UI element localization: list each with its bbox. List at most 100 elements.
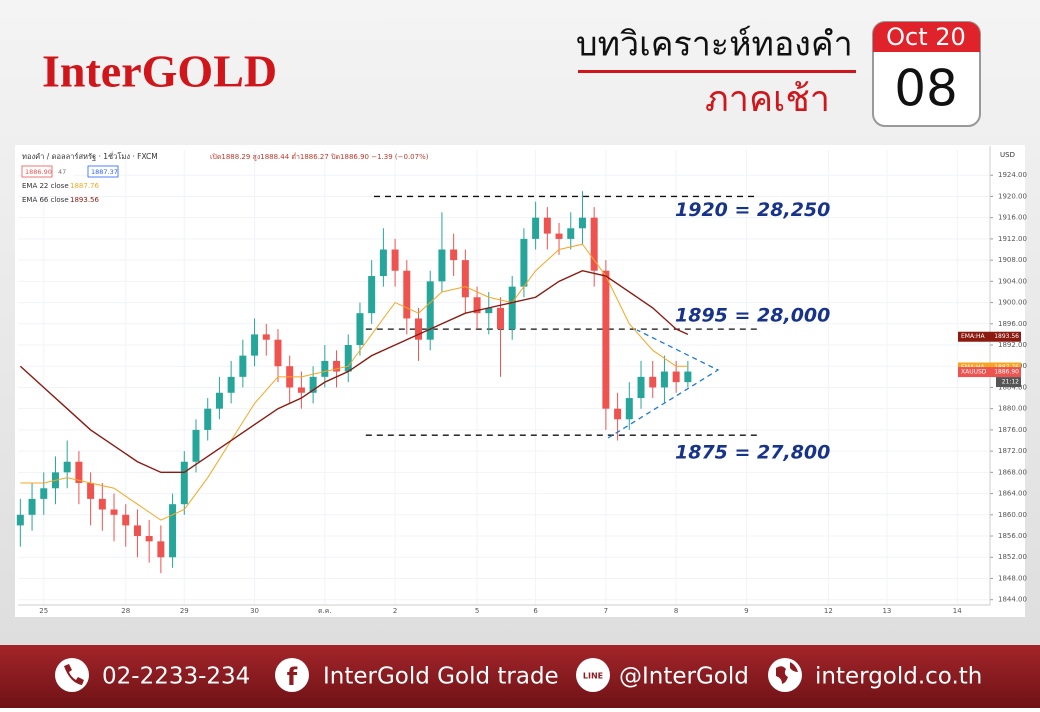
candle-body [520,238,528,287]
y-tick-label: 1896.00 [998,320,1027,328]
x-tick-label: 29 [180,607,189,615]
candle-body [227,376,235,393]
candle-body [450,249,458,261]
candle-body [415,318,423,340]
y-tick-label: 1892.00 [998,341,1027,349]
y-tick-label: 1920.00 [998,192,1027,200]
phone: 02-2233-234 [102,664,250,690]
candle-body [87,482,95,499]
candle-body [496,307,504,330]
x-tick-label: 5 [475,607,479,615]
x-tick-label: 7 [604,607,608,615]
calendar-top [873,22,980,52]
candle-body [309,376,317,393]
quote-text: 47 [58,168,66,176]
y-tick-label: 1876.00 [998,426,1027,434]
candle-body [590,217,598,271]
facebook-glyph: f [287,663,298,691]
price-tag-label: 1893.56 [994,333,1019,340]
y-tick-label: 1844.00 [998,596,1027,604]
candle-body [145,536,153,542]
symbol: ทองคำ / ดอลลาร์สหรัฐ · 1ชั่วโมง · FXCM [22,151,158,161]
quote-box [55,166,73,177]
facebook: InterGold Gold trade [323,664,559,690]
x-tick-label: 28 [121,607,130,615]
legend-value: 1887.76 [70,182,99,190]
candle-body [262,334,270,340]
globe-glyph [776,662,798,684]
candle-body [16,514,24,526]
y-tick-label: 1912.00 [998,235,1027,243]
price-tag-name: XAUUSD [961,369,987,376]
ema-line [19,269,689,474]
currency: USD [1000,151,1015,159]
chart-panel [15,145,1025,617]
footer-band [0,645,1040,708]
y-tick-label: 1856.00 [998,532,1027,540]
y-tick-label: 1924.00 [998,171,1027,179]
x-tick-label: 9 [744,607,748,615]
y-tick-label: 1852.00 [998,553,1027,561]
title-rule [578,70,856,73]
quote-box [87,165,119,178]
candle-body [110,509,118,515]
facebook-icon [275,658,309,692]
candle-body [426,281,434,340]
x-tick-label: 8 [674,607,678,615]
price-tag-name: EMA:HA [961,333,986,340]
phone-icon [55,658,89,692]
candle-body [684,371,692,383]
ohlc: เปิด1888.29 สูง1888.44 ต่ำ1886.27 ปิด188… [210,152,429,161]
y-tick-label: 1900.00 [998,299,1027,307]
candle-body [192,429,200,462]
candle-body [63,461,71,473]
price-tag-label: 1886.90 [994,369,1019,376]
x-tick-label: 6 [533,607,538,615]
candle-body [614,408,622,420]
y-tick-label: 1916.00 [998,214,1027,222]
ema-line [20,243,688,521]
candle-body [98,498,106,510]
candle-body [403,270,411,319]
x-tick-label: 25 [39,607,48,615]
subtitle: ภาคเช้า [705,79,830,120]
y-tick-label: 1884.00 [998,383,1027,391]
candle-body [672,371,680,383]
candle-body [204,408,212,430]
candle-body [625,398,633,420]
logo: InterGOLD [42,46,277,97]
candle-body [321,360,329,377]
y-tick-label: 1908.00 [998,256,1027,264]
candle-body [379,249,387,277]
candle-body [75,461,83,483]
price-tag [958,367,1021,378]
candle-body [485,307,493,314]
legend-value: 1893.56 [70,196,99,204]
line-icon [576,658,610,692]
candle-body [578,217,586,229]
line-glyph: LINE [583,672,603,681]
y-tick-label: 1880.00 [998,405,1027,413]
candle-body [461,260,469,298]
candle-body [649,376,657,388]
x-tick-label: ต.ค. [318,607,332,615]
calendar-day: 08 [894,60,958,118]
candle-body [567,228,575,239]
calendar-month: Oct 20 [886,23,966,51]
x-tick-label: 12 [824,607,833,615]
candle-body [169,504,177,558]
candle-body [297,387,305,393]
price-tag [958,331,1021,342]
candle-body [40,488,48,499]
line-id: @InterGold [619,664,749,690]
candle-body [122,514,130,526]
y-tick-label: 1848.00 [998,574,1027,582]
time-tag-label: 21:12 [1002,379,1019,386]
candle-body [660,371,668,388]
level-label: 1895 = 28,000 [675,305,830,327]
candle-body [555,233,563,239]
candle-body [251,334,259,356]
triangle-pattern [607,329,720,439]
candle-body [473,297,481,314]
candle-body [438,249,446,282]
